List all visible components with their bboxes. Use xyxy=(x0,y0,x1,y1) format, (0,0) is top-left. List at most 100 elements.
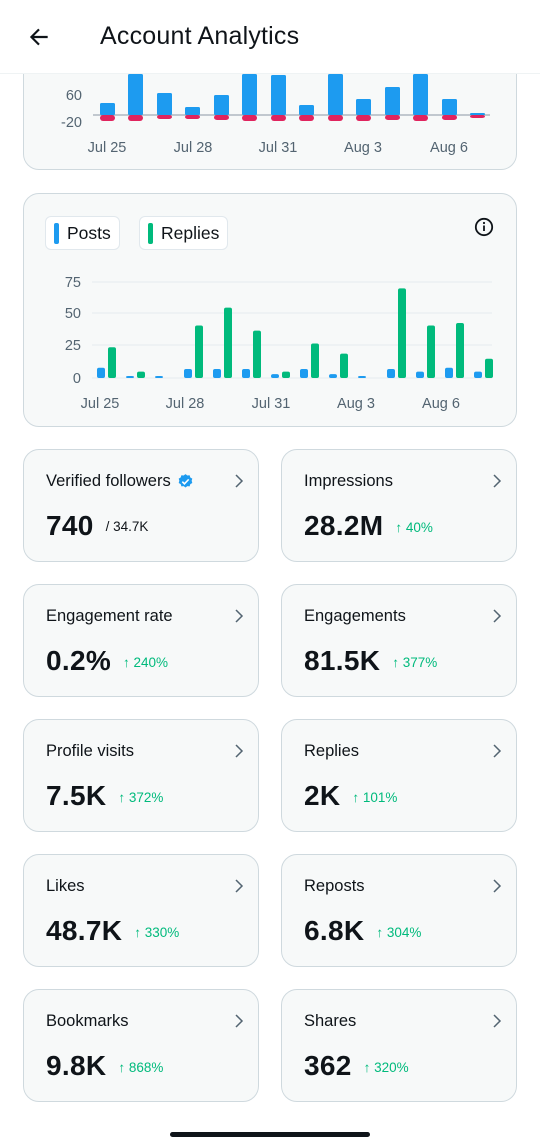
chart2-x-tick: Aug 6 xyxy=(422,396,460,412)
chart1-negative-bar xyxy=(214,115,229,120)
legend-posts-chip[interactable]: Posts xyxy=(45,216,120,250)
posts-swatch xyxy=(54,222,59,244)
chart1-positive-bar xyxy=(385,87,400,115)
chart2-y-tick: 25 xyxy=(65,338,81,354)
metric-change: ↑ 240% xyxy=(123,655,169,670)
arrow-left-icon xyxy=(29,28,48,46)
metric-card-reposts[interactable]: Reposts 6.8K ↑ 304% xyxy=(281,854,517,967)
chart1-positive-bar xyxy=(185,107,200,115)
chevron-right-icon xyxy=(235,744,244,758)
metric-card-impressions[interactable]: Impressions 28.2M ↑ 40% xyxy=(281,449,517,562)
chart1-positive-bar xyxy=(356,99,371,115)
metric-value-row: 28.2M ↑ 40% xyxy=(304,510,433,542)
chart1-y-tick: -20 xyxy=(61,115,82,131)
metric-card-likes[interactable]: Likes 48.7K ↑ 330% xyxy=(23,854,259,967)
chart1-positive-bar xyxy=(100,103,115,115)
metric-card-engagements[interactable]: Engagements 81.5K ↑ 377% xyxy=(281,584,517,697)
chart2-replies-bar xyxy=(311,343,319,378)
chart2-replies-bar xyxy=(137,371,145,378)
metric-card-replies[interactable]: Replies 2K ↑ 101% xyxy=(281,719,517,832)
chevron-right-icon xyxy=(493,879,502,893)
info-button[interactable] xyxy=(472,215,496,239)
legend-posts-label: Posts xyxy=(67,222,111,243)
chevron-right-icon xyxy=(235,474,244,488)
chart2-x-tick: Jul 31 xyxy=(252,396,291,412)
chart2-x-tick: Aug 3 xyxy=(337,396,375,412)
metric-change: ↑ 372% xyxy=(118,790,164,805)
metric-card-bookmarks[interactable]: Bookmarks 9.8K ↑ 868% xyxy=(23,989,259,1102)
chart2-y-tick: 0 xyxy=(73,371,81,387)
chart1-positive-bar xyxy=(413,74,428,115)
legend-replies-chip[interactable]: Replies xyxy=(139,216,229,250)
metric-label-text: Reposts xyxy=(304,877,365,895)
metric-value: 740 xyxy=(46,510,94,541)
chart2-y-tick: 50 xyxy=(65,306,81,322)
metric-change: ↑ 304% xyxy=(376,925,422,940)
chart2-posts-bar xyxy=(184,369,192,378)
chart2-posts-bar xyxy=(445,367,453,378)
legend-replies-label: Replies xyxy=(161,222,220,243)
metric-card-shares[interactable]: Shares 362 ↑ 320% xyxy=(281,989,517,1102)
metric-card-verified-followers[interactable]: Verified followers 740 / 34.7K xyxy=(23,449,259,562)
metric-value: 48.7K xyxy=(46,915,123,946)
chart2-posts-bar xyxy=(358,376,366,378)
metric-label: Bookmarks xyxy=(46,1012,129,1031)
chart2-replies-bar xyxy=(253,330,261,378)
chart1-positive-bar xyxy=(157,93,172,115)
chart1-negative-bar xyxy=(242,115,257,121)
metric-card-profile-visits[interactable]: Profile visits 7.5K ↑ 372% xyxy=(23,719,259,832)
metric-label-text: Verified followers xyxy=(46,472,171,490)
chart2-posts-bar xyxy=(387,369,395,378)
metric-value-row: 81.5K ↑ 377% xyxy=(304,645,437,677)
chart2-posts-bar xyxy=(474,371,482,378)
chart1-x-tick: Aug 3 xyxy=(344,140,382,156)
chevron-right-icon xyxy=(493,744,502,758)
metric-change: ↑ 330% xyxy=(134,925,180,940)
verified-badge-icon xyxy=(177,473,194,490)
metric-label: Reposts xyxy=(304,877,365,896)
metric-label-text: Engagements xyxy=(304,607,406,625)
chart1-x-tick: Jul 25 xyxy=(88,140,127,156)
chevron-right-icon xyxy=(235,879,244,893)
metric-label: Impressions xyxy=(304,472,393,491)
chart2-posts-bar xyxy=(155,376,163,378)
chart2-posts-bar xyxy=(271,374,279,378)
metric-label: Engagements xyxy=(304,607,406,626)
chart1-positive-bar xyxy=(128,74,143,115)
engagement-bar-chart: 60 -20 Jul 25 Jul 28 Jul 31 Aug 3 Aug 6 xyxy=(61,74,490,156)
chart1-positive-bar xyxy=(271,75,286,115)
metric-value: 0.2% xyxy=(46,645,112,676)
chevron-right-icon xyxy=(493,609,502,623)
chart2-x-tick: Jul 28 xyxy=(166,396,205,412)
chart2-replies-bar xyxy=(485,358,493,378)
metric-label: Verified followers xyxy=(46,472,194,491)
metric-label-text: Profile visits xyxy=(46,742,135,760)
metric-value: 7.5K xyxy=(46,780,107,811)
chart1-positive-bar xyxy=(299,105,314,115)
info-icon xyxy=(474,217,494,237)
metric-label-text: Bookmarks xyxy=(46,1012,129,1030)
metric-label-text: Shares xyxy=(304,1012,357,1030)
chart2-replies-bar xyxy=(282,371,290,378)
chart1-x-tick: Aug 6 xyxy=(430,140,468,156)
chart1-negative-bar xyxy=(271,115,286,121)
top-app-bar: Account Analytics xyxy=(0,0,540,74)
metric-change: ↑ 320% xyxy=(363,1060,409,1075)
metric-value-row: 740 / 34.7K xyxy=(46,510,148,542)
chart1-positive-bar xyxy=(328,74,343,115)
chart1-negative-bar xyxy=(100,115,115,121)
chart2-replies-bar xyxy=(427,325,435,378)
chart1-negative-bar xyxy=(128,115,143,121)
back-button[interactable] xyxy=(22,20,56,54)
metric-value: 362 xyxy=(304,1050,352,1081)
chart1-positive-bar xyxy=(470,113,485,115)
metric-value-row: 362 ↑ 320% xyxy=(304,1050,409,1082)
metric-label: Replies xyxy=(304,742,359,761)
chart1-negative-bar xyxy=(385,115,400,120)
metric-value-row: 9.8K ↑ 868% xyxy=(46,1050,163,1082)
chart1-negative-bar xyxy=(413,115,428,121)
metric-card-engagement-rate[interactable]: Engagement rate 0.2% ↑ 240% xyxy=(23,584,259,697)
metric-change: ↑ 377% xyxy=(392,655,438,670)
chart2-replies-bar xyxy=(398,288,406,378)
chart2-replies-bar xyxy=(195,325,203,378)
